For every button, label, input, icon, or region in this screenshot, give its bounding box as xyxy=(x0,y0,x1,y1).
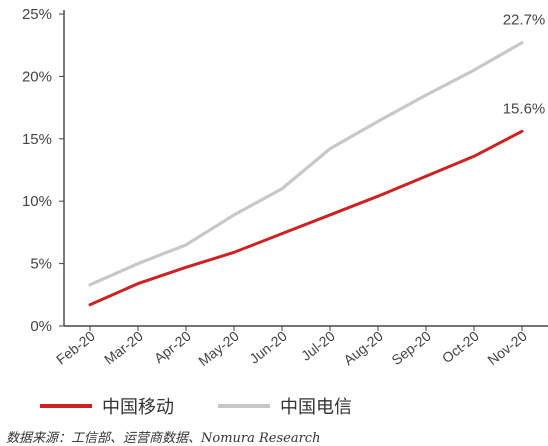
source-note: 数据来源：工信部、运营商数据、Nomura Research xyxy=(6,431,321,446)
x-tick-label: Sep-20 xyxy=(388,328,434,369)
end-value-labels: 15.6% 22.7% xyxy=(503,12,546,118)
y-tick-label: 5% xyxy=(30,256,52,273)
x-tick-label: Apr-20 xyxy=(151,328,194,367)
y-tick-label: 15% xyxy=(22,131,52,148)
chart-axes xyxy=(63,10,548,327)
line-chart: 0% 5% 10% 15% 20% 25% Feb-20 Mar-20 Apr-20 May-2… xyxy=(22,6,548,369)
x-tick-label: Jul-20 xyxy=(298,328,338,364)
x-tick-label: May-20 xyxy=(195,328,242,369)
series-line-china-mobile xyxy=(88,129,524,307)
y-tick-label: 10% xyxy=(22,193,52,210)
legend-swatch-china-telecom xyxy=(218,404,270,408)
legend-swatch-china-mobile xyxy=(40,404,92,408)
x-tick-label: Jun-20 xyxy=(246,328,290,367)
y-tick-label: 25% xyxy=(22,6,52,23)
x-axis-ticks: Feb-20 Mar-20 Apr-20 May-20 Jun-20 Jul-20 Aug-… xyxy=(53,326,530,369)
legend-label-china-telecom: 中国电信 xyxy=(280,397,352,418)
legend-label-china-mobile: 中国移动 xyxy=(102,397,174,418)
chart-legend: 中国移动 中国电信 xyxy=(40,392,540,420)
y-tick-label: 20% xyxy=(22,68,52,85)
x-tick-label: Oct-20 xyxy=(439,328,482,367)
end-label-china-telecom: 22.7% xyxy=(503,12,546,29)
series-line-china-telecom xyxy=(88,41,524,287)
legend-item-china-telecom: 中国电信 xyxy=(218,393,352,419)
y-axis-ticks: 0% 5% 10% 15% 20% 25% xyxy=(22,6,64,335)
end-label-china-mobile: 15.6% xyxy=(503,100,546,117)
series-lines xyxy=(88,41,524,307)
y-tick-label: 0% xyxy=(30,318,52,335)
legend-item-china-mobile: 中国移动 xyxy=(40,393,174,419)
x-tick-label: Aug-20 xyxy=(340,328,386,369)
x-tick-label: Feb-20 xyxy=(53,328,98,368)
x-tick-label: Mar-20 xyxy=(101,328,146,368)
x-tick-label: Nov-20 xyxy=(484,328,530,369)
